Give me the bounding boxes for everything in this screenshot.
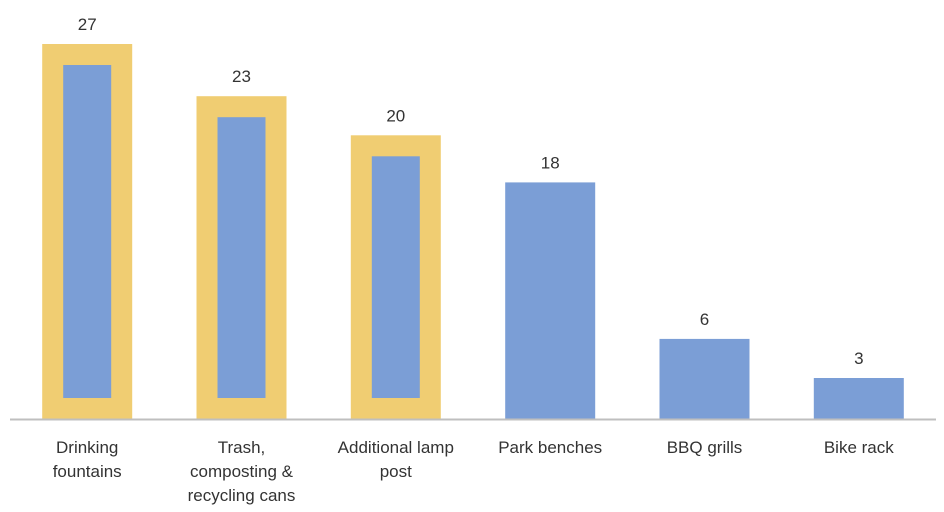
bar [63, 65, 112, 398]
data-label: 23 [232, 67, 251, 86]
category-tick-label: recycling cans [188, 486, 296, 505]
bar [371, 156, 420, 398]
bar [813, 378, 904, 419]
data-label: 20 [386, 106, 405, 125]
category-tick-label: Drinking [56, 438, 118, 457]
data-label: 18 [541, 153, 560, 172]
bar [659, 338, 750, 419]
bars-layer [42, 44, 904, 420]
category-tick-label: fountains [53, 462, 122, 481]
category-tick-label: Trash, [218, 438, 266, 457]
bar [505, 182, 596, 419]
category-tick-label: BBQ grills [667, 438, 743, 457]
category-tick-label: Park benches [498, 438, 602, 457]
labels-layer: 27 Drinking fountains 23 Trash, composting & r… [53, 15, 895, 505]
category-tick-label: composting & [190, 462, 294, 481]
bar [217, 117, 266, 398]
category-tick-label: post [380, 462, 412, 481]
data-label: 27 [78, 15, 97, 34]
data-label: 3 [854, 349, 863, 368]
category-tick-label: Additional lamp [338, 438, 454, 457]
data-label: 6 [700, 310, 709, 329]
category-tick-label: Bike rack [824, 438, 894, 457]
